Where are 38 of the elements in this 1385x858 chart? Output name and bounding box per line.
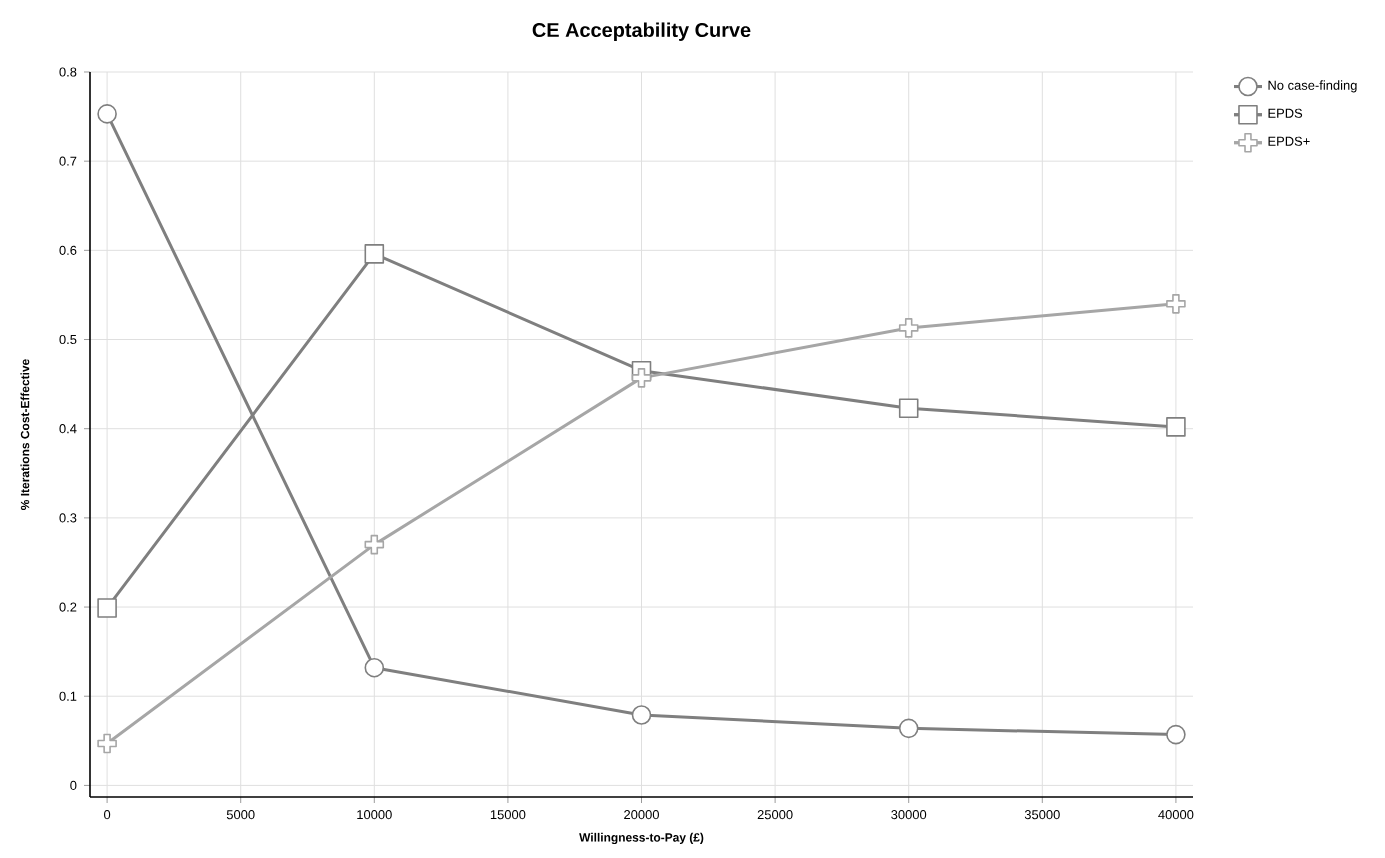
legend-label: EPDS+ <box>1268 136 1310 146</box>
point <box>631 368 652 388</box>
y-tick-label: 0.3 <box>59 513 77 523</box>
point <box>1166 417 1186 437</box>
x-tick-label: 15000 <box>490 810 526 820</box>
x-tick-label: 5000 <box>226 810 255 820</box>
x-tick-label: 10000 <box>357 810 392 820</box>
x-tick-label: 35000 <box>1024 810 1060 820</box>
chart-title: CE Acceptability Curve <box>532 22 751 41</box>
y-tick-label: 0.6 <box>59 245 77 255</box>
x-tick-label: 30000 <box>891 810 927 820</box>
legend-label: EPDS <box>1268 108 1303 118</box>
y-tick-label: 0.8 <box>59 67 77 77</box>
x-tick-label: 20000 <box>624 810 659 820</box>
point <box>631 705 652 725</box>
y-tick-label: 0.1 <box>59 691 77 701</box>
x-tick-label: 40000 <box>1158 810 1194 820</box>
point <box>364 657 385 678</box>
x-tick-label: 25000 <box>757 810 793 820</box>
point <box>898 718 919 739</box>
y-tick-label: 0 <box>70 780 77 790</box>
point <box>97 733 117 754</box>
point <box>898 318 919 338</box>
x-axis-title: Willingness-to-Pay (£) <box>579 832 704 845</box>
y-tick-label: 0.5 <box>59 334 77 345</box>
legend-label: No case-finding <box>1268 80 1357 93</box>
point <box>1166 724 1186 745</box>
y-axis-title: % Iterations Cost-Effective <box>20 359 30 510</box>
point <box>97 598 117 618</box>
point <box>364 534 385 555</box>
x-tick-label: 0 <box>104 810 111 820</box>
point <box>97 104 117 124</box>
y-tick-label: 0.2 <box>59 602 77 612</box>
point <box>1166 294 1186 314</box>
point <box>364 244 385 264</box>
point <box>898 398 919 418</box>
y-tick-label: 0.7 <box>59 156 77 166</box>
y-tick-label: 0.4 <box>59 424 77 434</box>
